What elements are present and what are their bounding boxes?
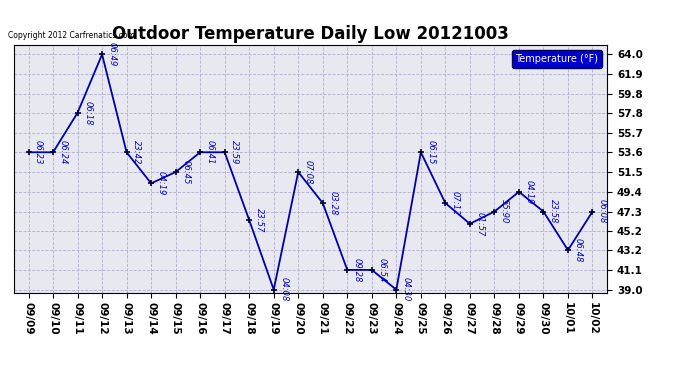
Text: 55:90: 55:90 (500, 200, 509, 224)
Text: 04:30: 04:30 (402, 278, 411, 302)
Text: Copyright 2012 Carfrenatics.com: Copyright 2012 Carfrenatics.com (8, 31, 135, 40)
Text: 06:08: 06:08 (598, 200, 607, 224)
Legend: Temperature (°F): Temperature (°F) (511, 50, 602, 68)
Text: 04:19: 04:19 (157, 171, 166, 195)
Title: Outdoor Temperature Daily Low 20121003: Outdoor Temperature Daily Low 20121003 (112, 26, 509, 44)
Text: 04:08: 04:08 (279, 278, 288, 302)
Text: 06:18: 06:18 (83, 100, 92, 125)
Text: 23:59: 23:59 (230, 140, 239, 165)
Text: 04:19: 04:19 (524, 180, 533, 204)
Text: 23:58: 23:58 (549, 200, 558, 224)
Text: 06:49: 06:49 (108, 42, 117, 67)
Text: 06:45: 06:45 (181, 160, 190, 184)
Text: 01:57: 01:57 (475, 211, 484, 236)
Text: 09:28: 09:28 (353, 258, 362, 282)
Text: 07:12: 07:12 (451, 191, 460, 215)
Text: 06:15: 06:15 (426, 140, 435, 165)
Text: 06:41: 06:41 (206, 140, 215, 165)
Text: 06:23: 06:23 (34, 140, 43, 165)
Text: 23:42: 23:42 (132, 140, 141, 165)
Text: 06:48: 06:48 (573, 238, 582, 262)
Text: 06:54: 06:54 (377, 258, 386, 282)
Text: 07:08: 07:08 (304, 160, 313, 184)
Text: 03:28: 03:28 (328, 191, 337, 215)
Text: 23:57: 23:57 (255, 208, 264, 232)
Text: 06:24: 06:24 (59, 140, 68, 165)
